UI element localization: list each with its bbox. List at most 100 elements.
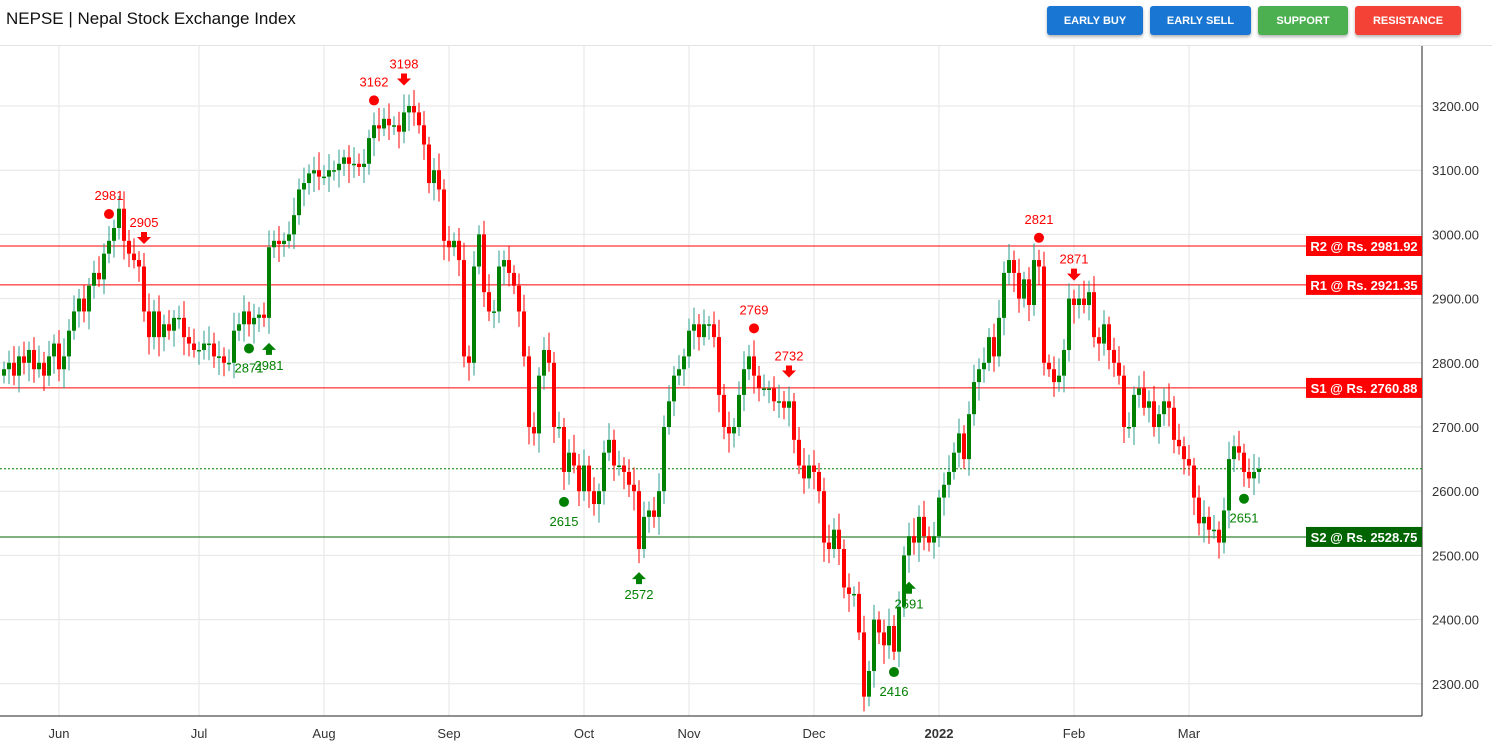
candle-body <box>512 272 516 286</box>
candle-body <box>532 427 536 434</box>
candle-body <box>677 369 681 376</box>
candle-body <box>342 157 346 164</box>
candle-body <box>932 536 936 543</box>
candle-body <box>697 324 701 338</box>
candle-body <box>742 369 746 395</box>
x-tick-label: Jun <box>49 726 70 741</box>
candle-body <box>1222 510 1226 543</box>
buy-dot-marker <box>559 496 569 507</box>
candle-body <box>152 311 156 338</box>
candle-body <box>712 324 716 338</box>
y-tick-label: 3000.00 <box>1432 227 1479 242</box>
level-label: R1 @ Rs. 2921.35 <box>1310 278 1417 293</box>
candle-body <box>307 173 311 184</box>
candle-body <box>847 587 851 594</box>
candle-body <box>632 484 636 492</box>
candle-body <box>297 189 301 216</box>
marker-label: 2981 <box>255 358 284 373</box>
candle-body <box>812 465 816 472</box>
candle-body <box>477 234 481 267</box>
candle-body <box>17 356 21 376</box>
candle-body <box>1187 459 1191 466</box>
candle-body <box>37 362 41 370</box>
candle-body <box>432 170 436 184</box>
candle-body <box>562 427 566 472</box>
candle-body <box>737 394 741 427</box>
early-sell-button[interactable]: EARLY SELL <box>1150 6 1251 35</box>
resistance-button[interactable]: RESISTANCE <box>1355 6 1461 35</box>
candle-body <box>312 170 316 174</box>
candle-body <box>527 356 531 427</box>
candle-body <box>807 465 811 479</box>
candle-body <box>687 330 691 357</box>
level-label: R2 @ Rs. 2981.92 <box>1310 239 1417 254</box>
marker-label: 2572 <box>625 587 654 602</box>
x-tick-label: Sep <box>437 726 460 741</box>
candle-body <box>1062 349 1066 376</box>
candle-body <box>427 144 431 184</box>
candle-body <box>177 317 181 320</box>
button-bar: EARLY BUY EARLY SELL SUPPORT RESISTANCE <box>1047 6 1461 35</box>
candle-body <box>1002 272 1006 318</box>
candle-body <box>837 529 841 549</box>
marker-label: 2416 <box>880 684 909 699</box>
support-button[interactable]: SUPPORT <box>1258 6 1348 35</box>
candle-body <box>572 452 576 466</box>
candle-body <box>967 414 971 460</box>
candle-body <box>357 163 361 167</box>
candle-body <box>727 427 731 434</box>
level-label-bg <box>1306 236 1422 257</box>
candle-body <box>202 343 206 350</box>
candle-body <box>652 510 656 517</box>
candle-body <box>547 349 551 363</box>
candle-body <box>442 189 446 241</box>
candle-body <box>1072 298 1076 306</box>
candle-body <box>1132 394 1136 427</box>
candle-body <box>257 314 261 318</box>
candle-body <box>167 324 171 331</box>
candle-body <box>12 362 16 376</box>
candle-body <box>997 317 1001 357</box>
candle-body <box>227 362 231 365</box>
candle-body <box>1227 459 1231 511</box>
candle-body <box>1012 260 1016 273</box>
candle-body <box>1217 529 1221 543</box>
candle-body <box>862 632 866 697</box>
early-buy-button[interactable]: EARLY BUY <box>1047 6 1143 35</box>
candle-body <box>1212 529 1216 532</box>
candle-body <box>937 497 941 537</box>
candle-body <box>62 356 66 370</box>
candle-body <box>387 118 391 126</box>
candle-body <box>797 439 801 466</box>
candle-body <box>642 516 646 549</box>
candle-body <box>252 317 256 325</box>
buy-dot-marker <box>889 667 899 678</box>
candle-body <box>127 240 131 254</box>
candle-body <box>827 542 831 549</box>
candle-body <box>77 298 81 312</box>
candle-body <box>522 311 526 357</box>
marker-label: 2821 <box>1025 212 1054 227</box>
candle-body <box>802 465 806 479</box>
candle-body <box>1192 465 1196 498</box>
candle-body <box>67 330 71 357</box>
buy-dot-marker <box>1239 493 1249 504</box>
candle-body <box>147 311 151 338</box>
candle-body <box>232 330 236 363</box>
candle-body <box>57 343 61 370</box>
x-tick-label: Feb <box>1063 726 1085 741</box>
candle-body <box>247 311 251 325</box>
candle-body <box>1022 279 1026 299</box>
candle-body <box>772 388 776 402</box>
y-tick-label: 2700.00 <box>1432 420 1479 435</box>
candle-body <box>587 465 591 492</box>
candle-body <box>132 253 136 261</box>
sell-dot-marker <box>749 323 759 334</box>
candle-body <box>557 427 561 429</box>
candle-body <box>732 427 736 434</box>
candle-body <box>667 401 671 427</box>
candle-body <box>1107 324 1111 350</box>
candle-body <box>187 337 191 344</box>
arrow-down-icon <box>782 365 796 378</box>
